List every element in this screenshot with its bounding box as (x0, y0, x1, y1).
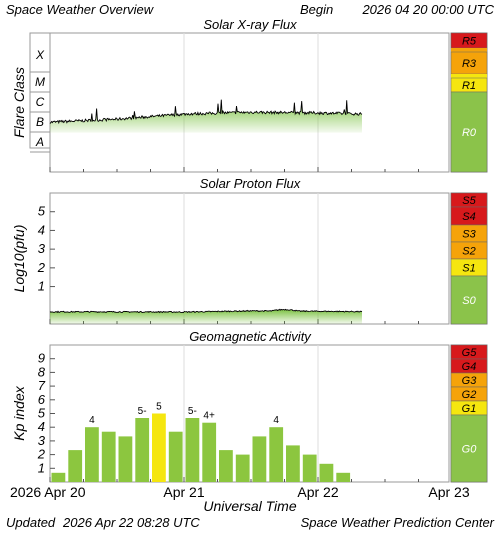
scale-label: S5 (462, 195, 476, 207)
y-tick-label: C (36, 95, 45, 109)
y-tick-label: 3 (38, 241, 46, 256)
y-axis-title: Kp index (11, 385, 27, 440)
panel-title: Solar X-ray Flux (203, 17, 297, 32)
scale-segment (450, 414, 488, 483)
y-tick-label: 5 (38, 406, 46, 421)
updated-value: 2026 Apr 22 08:28 UTC (62, 515, 200, 530)
x-tick-label: 2026 Apr 20 (10, 484, 86, 500)
x-axis-title: Universal Time (203, 498, 296, 514)
scale-label: R3 (462, 58, 477, 70)
xray-flux-line (49, 99, 363, 125)
kp-bar (202, 422, 217, 482)
begin-value: 2026 04 20 00:00 UTC (361, 2, 494, 17)
y-tick-label: 9 (38, 351, 45, 366)
updated-label: Updated (6, 515, 56, 530)
scale-label: R5 (462, 36, 477, 48)
plot-area (49, 192, 450, 325)
scale-label: S4 (462, 211, 475, 223)
kp-bar-label: 4+ (203, 411, 215, 422)
kp-bar (68, 450, 83, 482)
y-axis-title: Flare Class (11, 67, 27, 138)
x-tick-label: Apr 23 (428, 484, 469, 500)
y-tick-label: 1 (38, 460, 45, 475)
scale-label: G4 (462, 361, 477, 373)
begin-label: Begin (300, 2, 333, 17)
scale-label: G0 (462, 444, 478, 456)
panel-title: Solar Proton Flux (200, 176, 301, 191)
kp-bar (219, 450, 233, 482)
proton-flux-fill (50, 309, 362, 324)
y-tick-label: A (35, 135, 44, 149)
page-title: Space Weather Overview (6, 2, 155, 17)
y-tick-label: 2 (37, 447, 46, 462)
kp-bar (135, 418, 150, 482)
kp-bar (101, 431, 116, 482)
kp-bar (51, 472, 66, 482)
y-tick-label: 4 (38, 419, 45, 434)
y-tick-label: 7 (38, 378, 46, 393)
y-tick-label: 6 (38, 392, 46, 407)
kp-bar-label: 4 (89, 415, 95, 426)
scale-label: G2 (462, 389, 477, 401)
scale-segment (450, 275, 488, 325)
y-tick-label: B (36, 115, 44, 129)
y-tick-label: 3 (38, 433, 46, 448)
credit-text: Space Weather Prediction Center (301, 515, 495, 530)
chart-panels: Solar X-ray Flux Flare Class R5 R3 R1 R0 ABCMX… (10, 17, 488, 500)
kp-bar (252, 436, 267, 482)
kp-bar (319, 463, 334, 482)
kp-bar-label: 4 (273, 415, 279, 426)
scale-segment (451, 48, 487, 52)
kp-bar-label: 5- (188, 406, 197, 417)
y-tick-label: 5 (38, 204, 46, 219)
scale-label: R1 (462, 80, 476, 92)
scale-label: S3 (462, 229, 476, 241)
kp-bar (118, 436, 133, 482)
kp-bar (152, 413, 166, 482)
kp-bar-label: 5- (138, 406, 147, 417)
scale-label: R0 (462, 127, 477, 139)
scale-label: S0 (462, 295, 476, 307)
xray-flux-fill (50, 99, 362, 133)
scale-label: S1 (462, 263, 475, 275)
kp-bar (85, 427, 99, 482)
y-tick-label: 1 (38, 279, 45, 294)
kp-bar (336, 472, 351, 482)
scale-label: G3 (462, 375, 478, 387)
scale-segment (451, 74, 487, 78)
kp-bar (185, 418, 200, 482)
kp-bar (286, 445, 300, 482)
y-tick-label: X (35, 48, 45, 62)
plot-area (49, 32, 450, 173)
y-axis-title: Log10(pfu) (11, 225, 27, 293)
panel-title: Geomagnetic Activity (189, 329, 312, 344)
x-tick-label: Apr 22 (297, 484, 338, 500)
y-tick-label: 8 (38, 364, 46, 379)
flare-class-column (29, 32, 51, 149)
y-tick-label: 4 (38, 222, 45, 237)
kp-bar (302, 454, 317, 482)
kp-bar-label: 5 (156, 402, 162, 413)
proton-flux-line (49, 308, 363, 314)
y-tick-label: 2 (37, 260, 46, 275)
scale-label: S2 (462, 246, 475, 258)
scale-label: G5 (462, 347, 478, 359)
kp-bar (269, 427, 284, 482)
kp-bar (168, 431, 183, 482)
scale-segment (450, 91, 488, 173)
scale-label: G1 (462, 403, 477, 415)
kp-bar (235, 454, 250, 482)
x-tick-label: Apr 21 (163, 484, 204, 500)
y-tick-label: M (35, 75, 45, 89)
